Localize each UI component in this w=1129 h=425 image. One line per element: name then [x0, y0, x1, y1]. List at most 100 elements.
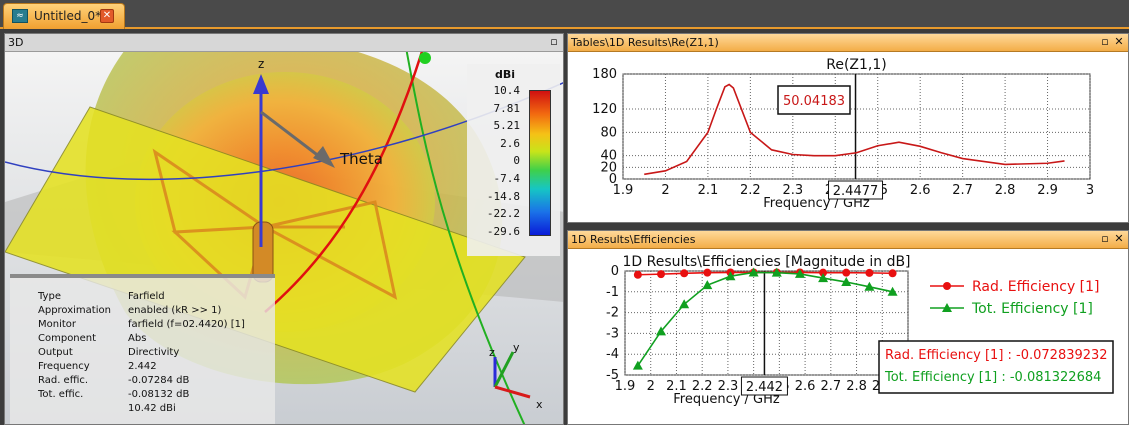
data-point — [748, 267, 759, 277]
panel-re-z11-title-text: Tables\1D Results\Re(Z1,1) — [571, 36, 719, 49]
colorbar-tick: 0 — [513, 154, 520, 168]
legend-label: Rad. Efficiency [1] — [972, 279, 1100, 295]
info-key: Tot. effic. — [38, 389, 84, 400]
x-tick-label: 2.6 — [910, 183, 931, 198]
info-value: farfield (f=02.4420) [1] — [128, 319, 245, 330]
triad-y-label: y — [513, 341, 520, 354]
data-point — [725, 271, 736, 281]
panel-efficiencies[interactable]: 1D Results\Efficiencies ▫ ✕ 1.9 2 2.1 2.2 2.… — [567, 230, 1129, 425]
info-key: Monitor — [38, 319, 77, 330]
data-point — [771, 267, 782, 277]
data-point — [794, 268, 805, 278]
colorbar-tick: -7.4 — [493, 172, 521, 185]
tab-untitled[interactable]: ≈ Untitled_0* ✕ — [3, 3, 125, 29]
x-tick-label: 1.9 — [615, 379, 636, 394]
colorbar-tick: 5.21 — [493, 119, 521, 133]
y-tick-label: -4 — [606, 347, 619, 362]
y-tick-label: 20 — [600, 160, 617, 175]
maximize-icon[interactable]: ▫ — [550, 35, 558, 48]
data-point — [865, 268, 874, 277]
x-tick-label: 2.7 — [952, 183, 973, 198]
info-row: Frequency 2.442 — [10, 360, 275, 373]
chart-title: 1D Results\Efficiencies [Magnitude in dB… — [622, 254, 910, 270]
info-value: Directivity — [128, 347, 180, 358]
close-icon[interactable]: ✕ — [1114, 35, 1124, 48]
tab-bar: ≈ Untitled_0* ✕ — [0, 0, 1129, 29]
z-axis-arrow — [253, 74, 269, 94]
panel-efficiencies-title-text: 1D Results\Efficiencies — [571, 233, 696, 246]
colorbar-legend: dBi 10.4 7.81 5.21 2.6 0 -7.4 -14.8 -22.2 -29.6 — [467, 64, 560, 256]
x-tick-label: 2.2 — [692, 379, 713, 394]
x-axis-label: Frequency / GHz — [673, 392, 780, 407]
data-point — [887, 286, 898, 296]
colorbar-gradient — [529, 90, 551, 236]
triad-x-label: x — [536, 398, 543, 411]
data-point — [656, 326, 667, 336]
marker-value: 50.04183 — [783, 94, 845, 109]
info-key: Approximation — [38, 305, 111, 316]
data-point — [702, 280, 713, 290]
info-row: Rad. effic. -0.07284 dB — [10, 374, 275, 387]
marker-value-box — [777, 85, 851, 115]
triad-z-label: z — [489, 346, 495, 359]
data-point — [864, 281, 875, 291]
info-value: -0.07284 dB — [128, 375, 190, 386]
data-point — [819, 268, 828, 277]
colorbar-tick: -22.2 — [486, 207, 520, 221]
legend-marker — [943, 282, 951, 290]
x-tick-label: 2.3 — [782, 183, 803, 198]
info-row: Component Abs — [10, 332, 275, 345]
close-tab-icon[interactable]: ✕ — [100, 9, 114, 23]
readout-tot-efficiency: Tot. Efficiency [1] : -0.081322684 — [884, 370, 1101, 385]
series-line — [637, 271, 893, 367]
panel-3d-title: 3D ▫ — [5, 34, 563, 52]
z-axis-label: z — [258, 57, 264, 71]
theta-arc — [264, 52, 424, 313]
panel-3d-view[interactable]: 3D ▫ z Theta — [4, 33, 564, 425]
data-point — [841, 277, 852, 287]
phi-marker — [419, 52, 431, 64]
x-tick-label: 2.1 — [666, 379, 687, 394]
maximize-icon[interactable]: ▫ — [1101, 35, 1109, 48]
result-info-box: Type Farfield Approximation enabled (kR >> … — [10, 274, 275, 424]
info-key: Frequency — [38, 361, 90, 372]
data-point — [703, 268, 712, 277]
x-tick-label: 2 — [661, 183, 669, 198]
colorbar-tick: 2.6 — [500, 136, 520, 150]
y-tick-label: -1 — [606, 285, 619, 300]
re-z11-chart[interactable]: 1.922.12.22.32.42.52.62.72.82.9302040801… — [568, 52, 1128, 222]
data-point — [632, 360, 643, 370]
plot-area — [622, 73, 1091, 180]
y-tick-label: -5 — [606, 368, 619, 383]
data-point — [633, 270, 642, 279]
theta-label: Theta — [339, 150, 383, 168]
antenna-traces — [152, 148, 398, 300]
readout-rad-efficiency: Rad. Efficiency [1] : -0.072839232 — [885, 348, 1108, 363]
info-key: Component — [38, 333, 97, 344]
legend-marker — [942, 303, 952, 312]
info-row: Tot. effic. -0.08132 dB — [10, 388, 275, 401]
colorbar-tick: -29.6 — [486, 224, 520, 238]
x-axis-label: Frequency / GHz — [763, 196, 870, 211]
y-tick-label: 80 — [600, 125, 617, 140]
info-row: 10.42 dBi — [10, 402, 275, 415]
marker-readout-box — [878, 340, 1114, 394]
panel-3d-title-text: 3D — [8, 36, 24, 49]
y-tick-label: 120 — [592, 102, 617, 117]
panel-re-z11[interactable]: Tables\1D Results\Re(Z1,1) ▫ ✕ 1.9 2 2.1 2.… — [567, 33, 1129, 223]
data-point — [680, 269, 689, 278]
info-row: Approximation enabled (kR >> 1) — [10, 304, 275, 317]
3d-model-icon: ≈ — [12, 9, 28, 23]
y-tick-label: 0 — [609, 172, 617, 187]
axis-triad: z y x — [489, 341, 543, 411]
colorbar-tick: 7.81 — [493, 101, 521, 115]
x-tick-label: 2.9 — [1037, 183, 1058, 198]
y-tick-label: -2 — [606, 306, 619, 321]
close-icon[interactable]: ✕ — [1114, 232, 1124, 245]
efficiencies-chart[interactable]: 1.922.12.22.32.42.52.62.72.82.930-1-2-3-… — [568, 249, 1128, 424]
panel-re-z11-title: Tables\1D Results\Re(Z1,1) ▫ ✕ — [568, 34, 1128, 52]
info-key: Rad. effic. — [38, 375, 89, 386]
maximize-icon[interactable]: ▫ — [1101, 232, 1109, 245]
data-point — [679, 299, 690, 309]
info-row: Monitor farfield (f=02.4420) [1] — [10, 318, 275, 331]
